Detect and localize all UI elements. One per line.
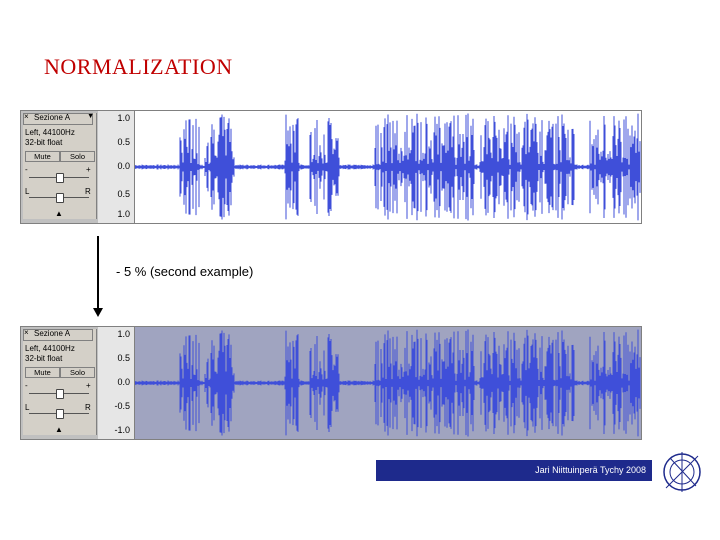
emblem-logo-icon bbox=[663, 452, 701, 492]
footer-bar: Jari Niittuinperä Tychy 2008 bbox=[376, 460, 652, 481]
ruler-label: -1.0 bbox=[114, 425, 130, 435]
gain-minus-label: - bbox=[25, 165, 28, 174]
close-icon[interactable]: × bbox=[24, 112, 29, 121]
mute-button[interactable]: Mute bbox=[25, 367, 60, 378]
gain-slider-knob[interactable] bbox=[56, 173, 64, 183]
waveform-display[interactable] bbox=[135, 327, 641, 439]
track-name-menu[interactable]: × Sezione A bbox=[23, 328, 93, 341]
down-arrow-shaft bbox=[97, 236, 99, 312]
gain-plus-label: + bbox=[86, 381, 91, 390]
footer-credit: Jari Niittuinperä Tychy 2008 bbox=[535, 465, 646, 475]
track-control-panel: × Sezione A Left, 44100Hz 32-bit float M… bbox=[23, 328, 97, 435]
track-info-format: 32-bit float bbox=[25, 354, 63, 363]
gain-minus-label: - bbox=[25, 381, 28, 390]
track-name-menu[interactable]: × Sezione A ▼ bbox=[23, 112, 94, 125]
ruler-label: 0.5 bbox=[117, 353, 130, 363]
pan-slider-knob[interactable] bbox=[56, 409, 64, 419]
collapse-triangle-icon[interactable]: ▲ bbox=[55, 209, 63, 218]
ruler-label: 1.0 bbox=[117, 329, 130, 339]
close-icon[interactable]: × bbox=[24, 328, 29, 337]
pan-left-label: L bbox=[25, 187, 30, 196]
solo-button[interactable]: Solo bbox=[60, 151, 95, 162]
track-name: Sezione A bbox=[34, 329, 71, 338]
pan-slider-knob[interactable] bbox=[56, 193, 64, 203]
pan-right-label: R bbox=[85, 187, 91, 196]
ruler-label: 0.5 bbox=[117, 189, 130, 199]
waveform-display[interactable] bbox=[135, 111, 641, 223]
solo-button[interactable]: Solo bbox=[60, 367, 95, 378]
amplitude-ruler: 1.0 0.5 0.0 0.5 1.0 bbox=[98, 111, 135, 223]
ruler-label: 1.0 bbox=[117, 209, 130, 219]
audio-track-1[interactable]: × Sezione A ▼ Left, 44100Hz 32-bit float… bbox=[20, 110, 642, 224]
ruler-label: 1.0 bbox=[117, 113, 130, 123]
pan-right-label: R bbox=[85, 403, 91, 412]
down-arrow-icon bbox=[93, 308, 103, 317]
mute-button[interactable]: Mute bbox=[25, 151, 60, 162]
track-info-rate: Left, 44100Hz bbox=[25, 128, 75, 137]
amplitude-ruler: 1.0 0.5 0.0 -0.5 -1.0 bbox=[98, 327, 135, 439]
track-info-rate: Left, 44100Hz bbox=[25, 344, 75, 353]
ruler-label: 0.0 bbox=[117, 161, 130, 171]
track-info-format: 32-bit float bbox=[25, 138, 63, 147]
track-control-panel: × Sezione A ▼ Left, 44100Hz 32-bit float… bbox=[23, 112, 97, 219]
track-name: Sezione A bbox=[34, 113, 71, 122]
audio-track-2[interactable]: × Sezione A Left, 44100Hz 32-bit float M… bbox=[20, 326, 642, 440]
gain-plus-label: + bbox=[86, 165, 91, 174]
gain-slider-knob[interactable] bbox=[56, 389, 64, 399]
slide-title: NORMALIZATION bbox=[44, 54, 233, 79]
ruler-label: -0.5 bbox=[114, 401, 130, 411]
pan-left-label: L bbox=[25, 403, 30, 412]
collapse-triangle-icon[interactable]: ▲ bbox=[55, 425, 63, 434]
ruler-label: 0.0 bbox=[117, 377, 130, 387]
ruler-label: 0.5 bbox=[117, 137, 130, 147]
normalization-note: - 5 % (second example) bbox=[116, 264, 254, 279]
dropdown-arrow-icon[interactable]: ▼ bbox=[87, 113, 94, 120]
